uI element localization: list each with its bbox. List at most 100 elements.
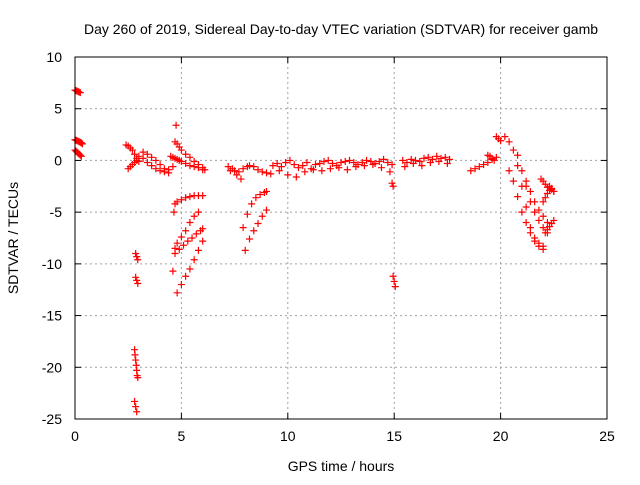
data-point: [309, 166, 317, 174]
data-point: [539, 212, 547, 220]
data-point: [284, 171, 292, 179]
data-point: [143, 150, 151, 158]
data-point: [277, 163, 285, 171]
data-point: [254, 220, 262, 228]
data-point: [490, 156, 498, 164]
data-point: [484, 158, 492, 166]
data-point: [131, 397, 139, 405]
data-point: [303, 158, 311, 166]
data-point: [190, 212, 198, 220]
data-point: [522, 177, 530, 185]
data-point: [433, 152, 441, 160]
series-seg-j: [131, 346, 142, 382]
data-point: [228, 165, 236, 173]
data-point: [239, 224, 247, 232]
data-point: [177, 157, 185, 165]
data-point: [403, 158, 411, 166]
data-point: [170, 208, 178, 216]
data-point: [346, 156, 354, 164]
data-point: [132, 403, 140, 411]
x-tick-label: 15: [386, 428, 402, 444]
data-point: [386, 168, 394, 176]
data-point: [389, 272, 397, 280]
data-point: [77, 139, 85, 147]
series-seg-u: [226, 163, 251, 176]
series-seg-ab: [388, 179, 397, 190]
data-point: [539, 245, 547, 253]
data-point: [76, 151, 84, 159]
data-point: [133, 276, 141, 284]
data-point: [294, 164, 302, 172]
data-point: [550, 216, 558, 224]
data-point: [199, 166, 207, 174]
data-point: [399, 156, 407, 164]
series-seg-ad: [399, 152, 454, 166]
data-point: [518, 167, 526, 175]
y-tick-label: -10: [42, 256, 62, 272]
data-point: [311, 161, 319, 169]
data-point: [258, 212, 266, 220]
data-point: [275, 167, 283, 175]
series-seg-n: [167, 152, 207, 174]
data-point: [128, 146, 136, 154]
data-point: [186, 265, 194, 273]
series-seg-r: [171, 225, 207, 258]
data-point: [177, 196, 185, 204]
series-seg-ah: [492, 133, 505, 145]
data-point: [76, 89, 84, 97]
data-point: [254, 166, 262, 174]
data-point: [132, 250, 140, 258]
data-point: [199, 225, 207, 233]
data-point: [132, 356, 140, 364]
data-point: [369, 161, 377, 169]
series-seg-an: [537, 175, 558, 195]
data-point: [337, 158, 345, 166]
data-point: [252, 194, 260, 202]
data-point: [131, 351, 139, 359]
data-point: [182, 227, 190, 235]
data-point: [188, 234, 196, 242]
data-point: [224, 163, 232, 171]
series-seg-c: [71, 146, 85, 160]
x-tick-label: 25: [599, 428, 615, 444]
data-point: [324, 156, 332, 164]
series-seg-aa: [267, 161, 394, 181]
series-seg-s: [169, 267, 177, 275]
data-point: [250, 227, 258, 235]
data-point: [335, 164, 343, 172]
data-point: [186, 153, 194, 161]
data-points: [71, 86, 558, 416]
data-point: [531, 208, 539, 216]
data-point: [171, 250, 179, 258]
data-point: [505, 167, 513, 175]
data-point: [132, 273, 140, 281]
y-tick-label: -25: [42, 411, 62, 427]
data-point: [134, 256, 142, 264]
data-point: [343, 166, 351, 174]
data-point: [173, 198, 181, 206]
data-point: [263, 206, 271, 214]
data-point: [341, 157, 349, 165]
data-point: [199, 237, 207, 245]
data-point: [352, 163, 360, 171]
data-point: [173, 239, 181, 247]
data-point: [543, 218, 551, 226]
series-seg-ae: [401, 157, 451, 171]
data-point: [139, 154, 147, 162]
data-point: [182, 272, 190, 280]
data-point: [541, 194, 549, 202]
data-point: [514, 162, 522, 170]
series-seg-w: [245, 162, 271, 177]
series-seg-v: [224, 163, 245, 183]
y-axis-label: SDTVAR / TECUs: [5, 182, 21, 294]
series-seg-al: [522, 177, 551, 226]
data-point: [269, 162, 277, 170]
data-point: [263, 169, 271, 177]
data-point: [133, 156, 141, 164]
data-point: [152, 156, 160, 164]
data-point: [152, 165, 160, 173]
data-point: [292, 173, 300, 181]
data-point: [407, 155, 415, 163]
series-seg-ag: [484, 151, 498, 164]
